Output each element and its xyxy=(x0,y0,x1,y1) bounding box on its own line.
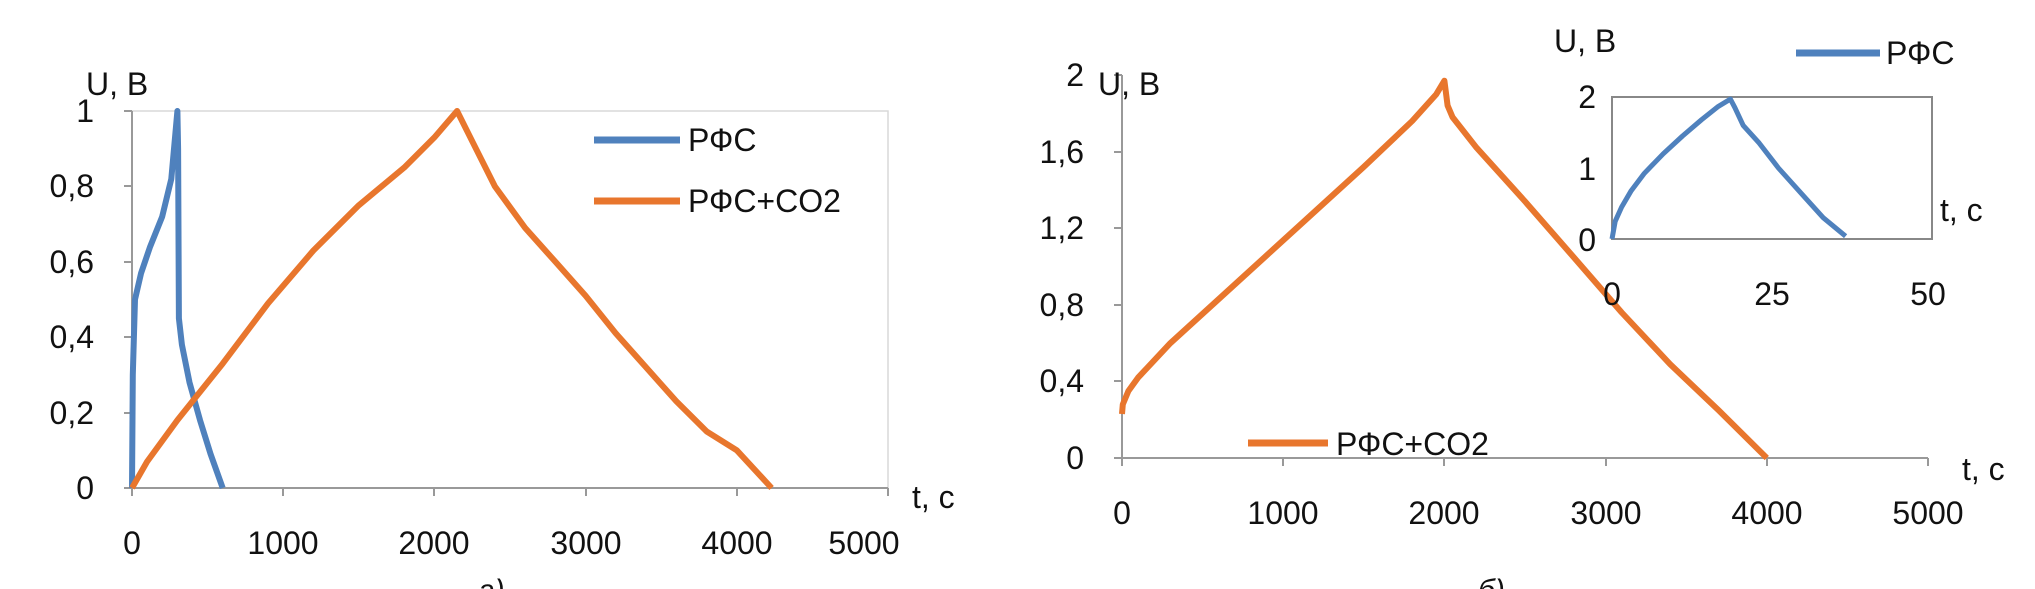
chart-b-inset-background xyxy=(1612,97,1932,239)
chart-b-inset-x-tick-label: 25 xyxy=(1754,276,1790,312)
chart-a-x-axis-label: t, с xyxy=(912,479,955,515)
chart-b-inset-frame xyxy=(1611,96,1933,240)
chart-a-legend-label-rfs-co2: РФС+CO2 xyxy=(688,183,841,219)
chart-a-y-tick-label: 0,6 xyxy=(50,244,94,280)
chart-b-x-tick-label: 2000 xyxy=(1408,495,1479,531)
chart-a-legend: РФС РФС+CO2 xyxy=(594,122,841,219)
chart-b-inset-legend: РФС xyxy=(1796,35,1954,71)
chart-b-x-tick-label: 5000 xyxy=(1892,495,1963,531)
chart-a-series-line-rfs xyxy=(129,108,226,490)
chart-b-y-tick-label: 0,8 xyxy=(1040,287,1084,323)
chart-b-y-tick-label: 0,4 xyxy=(1040,363,1084,399)
chart-b-y-tick-label: 1,2 xyxy=(1040,210,1084,246)
chart-b-inset-y-tick-label: 1 xyxy=(1578,151,1596,187)
chart-b-panel-label: б) xyxy=(1478,574,1505,589)
chart-a-x-tick-label: 0 xyxy=(123,525,141,561)
chart-a-plot-frame xyxy=(131,110,889,489)
chart-b-legend-label-rfs-co2: РФС+CO2 xyxy=(1336,426,1489,462)
chart-a-x-tick-label: 3000 xyxy=(550,525,621,561)
chart-b-series-line-rfs-co2 xyxy=(1119,77,1769,461)
chart-b-y-tick-label: 0 xyxy=(1066,440,1084,476)
chart-a-y-tick-label: 0,8 xyxy=(50,168,94,204)
chart-a-panel-label: а) xyxy=(478,574,505,589)
chart-a-y-tick-label: 0,2 xyxy=(50,395,94,431)
chart-b-legend: РФС+CO2 xyxy=(1248,426,1489,462)
chart-b: 0 0,4 0,8 1,2 1,6 2 0 1000 2000 3000 400… xyxy=(1040,23,2005,589)
chart-a-y-tick-label: 0 xyxy=(76,470,94,506)
chart-b-inset-series-line-rfs xyxy=(1609,96,1848,240)
chart-a-x-tick-label: 4000 xyxy=(701,525,772,561)
chart-b-inset-x-axis-label: t, с xyxy=(1940,192,1983,228)
chart-a-series-line-rfs-co2 xyxy=(129,108,774,491)
chart-b-inset-legend-label-rfs: РФС xyxy=(1886,35,1954,71)
chart-a-y-tick-label: 1 xyxy=(76,93,94,129)
chart-a-x-tick-label: 2000 xyxy=(398,525,469,561)
chart-b-y-axis-label: U, В xyxy=(1098,66,1160,102)
chart-b-x-tick-label: 4000 xyxy=(1731,495,1802,531)
chart-a-y-tick-label: 0,4 xyxy=(50,319,94,355)
chart-b-inset: 0 1 2 0 25 50 U, В t, с РФС xyxy=(1554,23,1983,312)
chart-b-x-tick-label: 1000 xyxy=(1247,495,1318,531)
chart-b-y-tick-label: 2 xyxy=(1066,57,1084,93)
chart-b-inset-x-tick-label: 0 xyxy=(1603,276,1621,312)
chart-b-x-tick-label: 0 xyxy=(1113,495,1131,531)
chart-a-legend-label-rfs: РФС xyxy=(688,122,756,158)
chart-a-y-axis-label: U, В xyxy=(86,66,148,102)
chart-b-inset-y-tick-label: 2 xyxy=(1578,79,1596,115)
chart-b-inset-y-axis-label: U, В xyxy=(1554,23,1616,59)
chart-b-x-axis-label: t, с xyxy=(1962,451,2005,487)
chart-b-inset-y-tick-label: 0 xyxy=(1578,222,1596,258)
chart-a-x-tick-label: 5000 xyxy=(828,525,899,561)
chart-a-x-tick-label: 1000 xyxy=(247,525,318,561)
chart-a: 0 0,2 0,4 0,6 0,8 1 0 1000 2000 3000 400… xyxy=(50,66,955,589)
chart-b-x-tick-label: 3000 xyxy=(1570,495,1641,531)
chart-b-y-tick-label: 1,6 xyxy=(1040,134,1084,170)
chart-b-inset-x-tick-label: 50 xyxy=(1910,276,1946,312)
